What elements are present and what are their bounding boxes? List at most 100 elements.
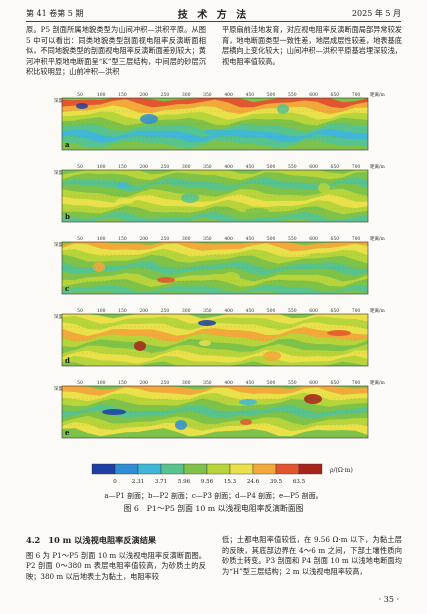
colorbar-tick: 3.71 [155, 479, 167, 485]
distance-axis-label: 距离/m [370, 307, 386, 314]
anomaly-blob [222, 272, 240, 282]
distance-tick: 150 [118, 236, 127, 242]
resistivity-layer [62, 188, 368, 203]
resistivity-layer [62, 134, 368, 149]
anomaly-blob [277, 104, 289, 114]
distance-tick: 600 [309, 92, 318, 98]
anomaly-blob [158, 261, 170, 267]
anomaly-blob [75, 119, 93, 125]
resistivity-layer [62, 398, 368, 414]
resistivity-layer [62, 273, 368, 288]
resistivity-layer [62, 316, 368, 331]
colorbar: 0 2.31 3.71 5.96 9.56 15.3 24.6 39.5 63.5 ρ/(Ω·m) [91, 463, 353, 485]
anomaly-blob [239, 399, 257, 405]
distance-tick: 600 [309, 380, 318, 386]
anomaly-blob [245, 208, 269, 214]
distance-tick: 50 [77, 92, 83, 98]
colorbar-tick: 39.5 [270, 479, 283, 485]
anomaly-blob [198, 320, 216, 326]
section-panel-d: 50 100 150 200 250 300 350 400 450 500 550 600 650 70… [54, 307, 386, 367]
panel-frame [61, 313, 369, 367]
distance-tick: 550 [288, 308, 297, 314]
colorbar-swatch [114, 463, 139, 475]
anomaly-blob [116, 198, 134, 204]
distance-tick: 400 [224, 92, 233, 98]
resistivity-layer [62, 242, 368, 252]
distance-tick: 350 [203, 380, 212, 386]
anomaly-blob [117, 182, 129, 188]
anomaly-blob [318, 183, 330, 193]
anomaly-blob [175, 420, 187, 430]
top-right-paragraph: 平原扇前洼地发育，对应视电阻率反演断面局部异常较发育，地电断面类型一致性差，地层… [222, 25, 402, 66]
distance-tick: 300 [182, 164, 191, 170]
distance-tick: 700 [352, 380, 361, 386]
colorbar-swatch [206, 463, 231, 475]
distance-tick: 350 [203, 236, 212, 242]
colorbar-swatch [137, 463, 162, 475]
colorbar-swatch [160, 463, 185, 475]
anomaly-blob [240, 419, 252, 425]
header-rule [26, 21, 401, 22]
distance-tick: 450 [246, 380, 255, 386]
resistivity-layer [62, 123, 368, 138]
panel-label: d [65, 356, 70, 365]
resistivity-layer [62, 205, 368, 220]
top-left-paragraph: 原。P5 剖面所属地貌类型为山间冲积—洪积平原。从图 5 中可以看出：同类地貌类… [26, 25, 206, 76]
panel-label: b [65, 212, 70, 221]
distance-tick: 350 [203, 164, 212, 170]
colorbar-tick: 15.3 [224, 479, 237, 485]
anomaly-blob [134, 341, 146, 351]
resistivity-layer [62, 349, 368, 364]
distance-tick: 650 [330, 164, 339, 170]
resistivity-layer [62, 415, 368, 431]
distance-tick: 300 [182, 236, 191, 242]
resistivity-layer [62, 254, 368, 270]
issue-date: 2025 年 5 月 [351, 9, 401, 18]
distance-tick: 200 [139, 236, 148, 242]
panel-frame [61, 97, 369, 151]
panel-frame [61, 385, 369, 439]
resistivity-layer [62, 355, 368, 366]
resistivity-layer [62, 211, 368, 222]
anomaly-blob [199, 340, 211, 346]
distance-tick: 300 [182, 380, 191, 386]
distance-tick: 700 [352, 308, 361, 314]
distance-tick: 50 [77, 236, 83, 242]
distance-tick: 500 [267, 236, 276, 242]
panel-frame [61, 169, 369, 223]
figure-legend-line: a—P1 剖面；b—P2 剖面；c—P3 剖面；d—P4 剖面；e—P5 剖面。 [104, 492, 323, 500]
distance-tick: 50 [77, 308, 83, 314]
resistivity-layer [62, 387, 368, 402]
distance-tick: 150 [118, 308, 127, 314]
resistivity-layer [62, 392, 368, 407]
distance-tick: 550 [288, 236, 297, 242]
colorbar-swatch [298, 463, 323, 475]
section-panel-e: 50 100 150 200 250 300 350 400 450 500 550 600 650 70… [54, 379, 386, 439]
colorbar-swatch [183, 463, 208, 475]
distance-tick: 100 [97, 236, 106, 242]
resistivity-layer [62, 98, 368, 109]
distance-tick: 550 [288, 92, 297, 98]
distance-tick: 600 [309, 236, 318, 242]
resistivity-layer [62, 333, 368, 348]
journal-volume: 第 41 卷第 5 期 [26, 9, 84, 18]
resistivity-layer [62, 284, 368, 294]
distance-tick: 200 [139, 164, 148, 170]
resistivity-layer [62, 117, 368, 132]
resistivity-layer [62, 199, 368, 215]
panel-frame [61, 241, 369, 295]
distance-tick: 100 [97, 164, 106, 170]
distance-tick: 300 [182, 92, 191, 98]
resistivity-layer [62, 176, 368, 192]
anomaly-blob [204, 129, 228, 135]
anomaly-blob [304, 394, 322, 404]
colorbar-swatch [229, 463, 254, 475]
resistivity-layer [62, 266, 368, 282]
distance-tick: 150 [118, 92, 127, 98]
distance-tick: 150 [118, 164, 127, 170]
section-panel-a: 50 100 150 200 250 300 350 400 450 500 550 600 650 70… [54, 91, 386, 151]
distance-tick: 50 [77, 380, 83, 386]
distance-tick: 300 [182, 308, 191, 314]
colorbar-tick: 24.6 [247, 479, 260, 485]
panel-label: e [65, 428, 70, 437]
